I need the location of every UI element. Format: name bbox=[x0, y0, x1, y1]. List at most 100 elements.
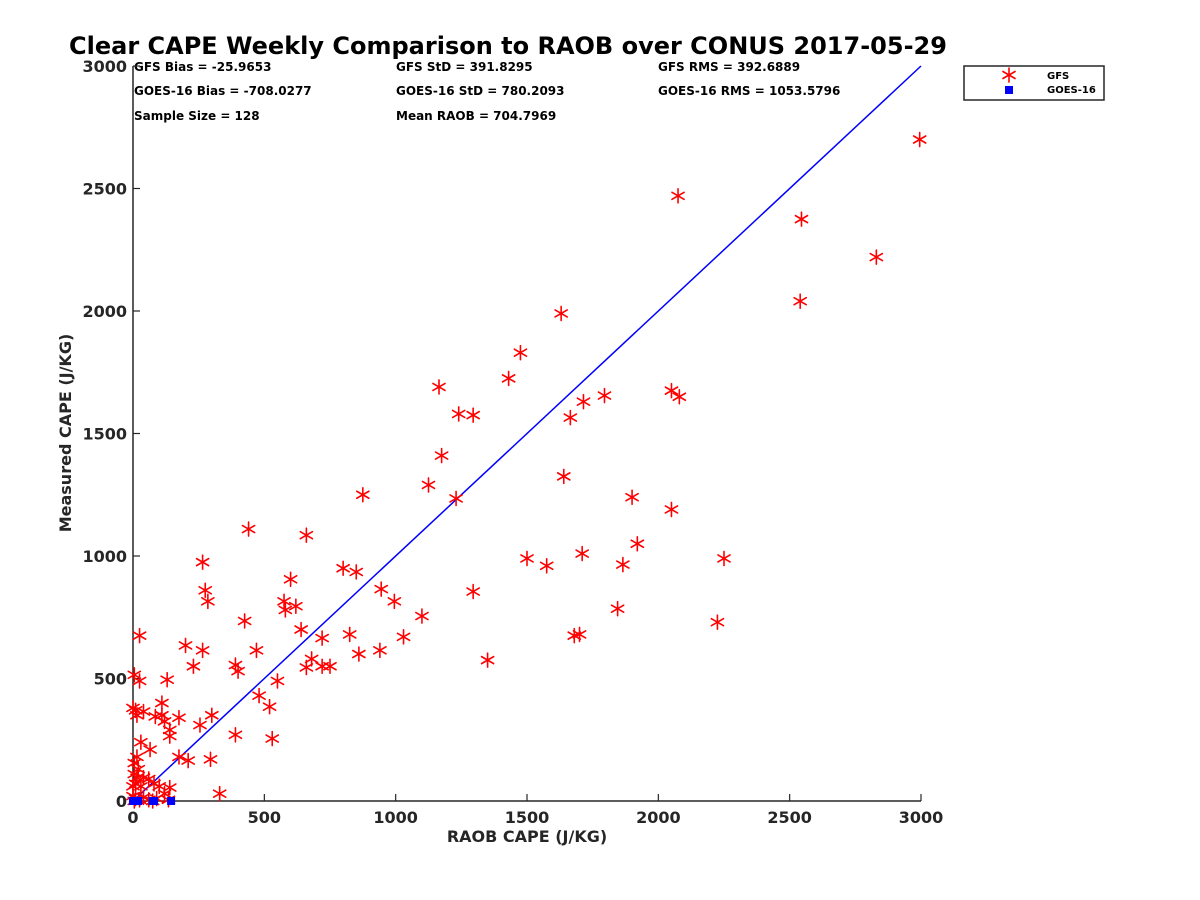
mean-raob-text: Mean RAOB = 704.7969 bbox=[396, 109, 556, 123]
legend-box bbox=[963, 65, 1105, 101]
gfs-point bbox=[299, 527, 314, 543]
gfs-point bbox=[539, 557, 554, 574]
gfs-point bbox=[241, 521, 256, 537]
gfs-point bbox=[277, 593, 291, 610]
stats-block: GFS Bias = -25.9653 GFS StD = 391.8295 G… bbox=[134, 60, 840, 123]
gfs-point bbox=[352, 646, 366, 662]
legend-goes16-square-icon bbox=[1005, 86, 1013, 94]
x-tick-label: 3000 bbox=[899, 808, 944, 827]
legend: GFS GOES-16 bbox=[963, 65, 1105, 101]
gfs-point bbox=[136, 703, 151, 720]
gfs-point bbox=[563, 409, 578, 426]
y-axis-label: Measured CAPE (J/KG) bbox=[56, 334, 75, 533]
gfs-point bbox=[520, 550, 534, 567]
gfs-bias-text: GFS Bias = -25.9653 bbox=[134, 60, 271, 74]
y-tick-label: 1000 bbox=[82, 547, 127, 566]
gfs-point bbox=[249, 642, 264, 659]
gfs-point bbox=[576, 393, 591, 410]
gfs-point bbox=[336, 560, 350, 577]
gfs-point bbox=[554, 305, 569, 322]
gfs-point bbox=[283, 571, 298, 588]
gfs-point bbox=[195, 554, 210, 570]
y-tick-label: 500 bbox=[94, 670, 127, 689]
x-tick-label: 2000 bbox=[636, 808, 681, 827]
gfs-point bbox=[597, 387, 612, 404]
gfs-point bbox=[342, 626, 357, 643]
x-tick-label: 0 bbox=[127, 808, 138, 827]
gfs-point bbox=[421, 477, 436, 493]
gfs-point bbox=[793, 293, 808, 310]
gfs-point bbox=[134, 734, 148, 751]
gfs-point bbox=[178, 637, 193, 654]
gfs-point bbox=[294, 621, 308, 638]
data-points bbox=[126, 131, 927, 809]
gfs-point bbox=[513, 344, 528, 361]
gfs-point bbox=[323, 658, 337, 675]
gfs-point bbox=[160, 671, 175, 688]
legend-gfs-label: GFS bbox=[1047, 71, 1069, 82]
gfs-point bbox=[299, 659, 314, 676]
gfs-point bbox=[480, 652, 495, 668]
legend-gfs-asterisk-icon bbox=[1002, 67, 1016, 83]
gfs-point bbox=[162, 728, 177, 744]
gfs-point bbox=[162, 779, 177, 796]
y-tick-label: 2000 bbox=[82, 302, 127, 321]
gfs-point bbox=[572, 626, 587, 643]
gfs-point bbox=[710, 614, 725, 630]
gfs-point bbox=[610, 600, 625, 617]
gfs-point bbox=[794, 211, 809, 227]
gfs-point bbox=[616, 556, 630, 573]
gfs-rms-text: GFS RMS = 392.6889 bbox=[658, 60, 800, 74]
gfs-point bbox=[204, 707, 219, 724]
goes16-point bbox=[167, 797, 176, 805]
gfs-point bbox=[449, 490, 463, 507]
gfs-point bbox=[575, 545, 590, 562]
chart-title: Clear CAPE Weekly Comparison to RAOB ove… bbox=[69, 32, 947, 60]
ticks: 0 500 1000 1500 2000 2500 3000 0 500 1000 1500 2000… bbox=[82, 57, 943, 827]
gfs-point bbox=[265, 730, 280, 747]
gfs-point bbox=[200, 593, 215, 610]
y-tick-label: 3000 bbox=[82, 57, 127, 76]
gfs-point bbox=[141, 771, 156, 787]
gfs-point bbox=[212, 785, 227, 802]
gfs-point bbox=[181, 752, 196, 769]
gfs-point bbox=[664, 382, 679, 399]
gfs-point bbox=[237, 613, 252, 629]
gfs-point bbox=[172, 709, 186, 726]
gfs-point bbox=[556, 468, 571, 485]
x-tick-label: 2500 bbox=[767, 808, 812, 827]
gfs-point bbox=[396, 629, 411, 645]
gfs-point bbox=[315, 630, 329, 646]
goes-bias-text: GOES-16 Bias = -708.0277 bbox=[134, 84, 312, 98]
x-axis-label: RAOB CAPE (J/KG) bbox=[447, 827, 607, 846]
goes-rms-text: GOES-16 RMS = 1053.5796 bbox=[658, 84, 840, 98]
gfs-point bbox=[451, 406, 466, 422]
gfs-point bbox=[198, 582, 213, 599]
gfs-point bbox=[132, 673, 147, 689]
gfs-point bbox=[466, 407, 481, 423]
gfs-point bbox=[664, 501, 679, 518]
gfs-point bbox=[373, 642, 387, 659]
gfs-point bbox=[387, 593, 402, 610]
gfs-point bbox=[262, 698, 277, 715]
gfs-point bbox=[315, 658, 329, 675]
gfs-point bbox=[127, 667, 142, 683]
gfs-point bbox=[193, 717, 207, 733]
goes16-point bbox=[150, 797, 159, 805]
gfs-point bbox=[869, 249, 884, 265]
gfs-point bbox=[349, 564, 364, 580]
one-to-one-reference-line bbox=[132, 65, 922, 802]
goes16-point bbox=[134, 797, 143, 805]
legend-gfs-asterisk-shape bbox=[1002, 67, 1016, 83]
gfs-point bbox=[172, 749, 186, 765]
gfs-point bbox=[252, 687, 266, 704]
gfs-point bbox=[717, 550, 731, 567]
gfs-point bbox=[134, 778, 148, 795]
gfs-point bbox=[374, 581, 389, 597]
gfs-point bbox=[186, 658, 201, 675]
gfs-point bbox=[672, 388, 687, 405]
gfs-point bbox=[195, 642, 210, 659]
gfs-point bbox=[432, 379, 446, 395]
gfs-point bbox=[130, 749, 144, 765]
